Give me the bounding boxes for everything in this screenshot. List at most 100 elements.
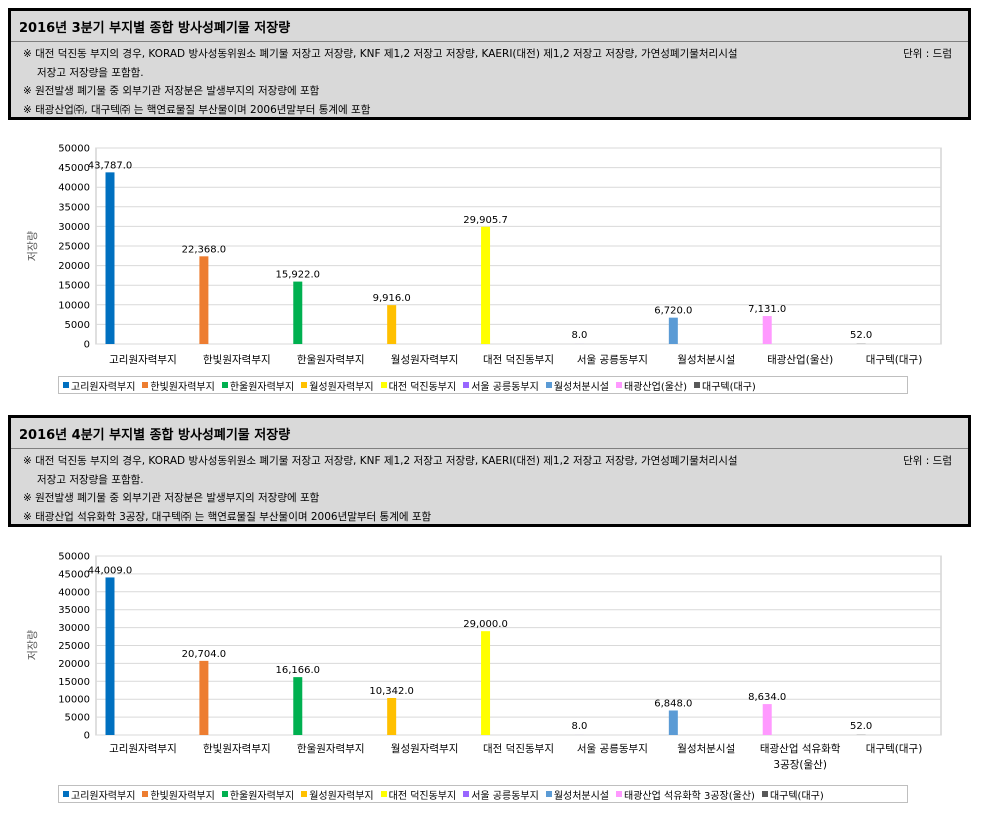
bar-3 [293,677,303,735]
legend-label: 한울원자력부지 [229,790,295,802]
panel-title: 2016년 4분기 부지별 종합 방사성폐기물 저장량 [11,418,968,449]
note-line: ※ 대전 덕진동 부지의 경우, KORAD 방사성동위원소 폐기물 저장고 저… [23,455,738,467]
legend-swatch [301,382,308,388]
note-line: ※ 원전발생 폐기물 중 외부기관 저장분은 발생부지의 저장량에 포함 [23,85,320,97]
legend-item: 한빛원자력부지 [142,787,215,802]
bar-8 [762,316,772,344]
y-axis-label: 저장량 [26,231,39,261]
bar-1 [105,172,115,344]
note-line: 저장고 저장량을 포함함. [37,66,144,79]
legend-label: 대구텍(대구) [702,381,756,393]
x-tick-label: 월성원자력부지 [391,354,459,366]
x-tick-label: 대구텍(대구) [866,354,923,366]
data-label: 16,166.0 [276,665,321,676]
legend-label: 대전 덕진동부지 [388,381,457,393]
legend-label: 태광산업(울산) [624,381,688,393]
y-tick-label: 0 [84,340,90,351]
header-panel-q4: 2016년 4분기 부지별 종합 방사성폐기물 저장량 단위 : 드럼 ※ 대전… [8,415,971,527]
legend-item: 대전 덕진동부지 [380,787,456,802]
legend-label: 한울원자력부지 [229,381,295,393]
legend-label: 한빛원자력부지 [150,381,215,393]
x-tick-label: 고리원자력부지 [109,743,177,755]
y-tick-label: 35000 [58,605,90,616]
y-tick-label: 0 [84,731,90,742]
bar-4 [387,305,397,344]
bar-2 [199,256,209,344]
data-label: 9,916.0 [373,293,411,304]
legend-item: 고리원자력부지 [63,787,135,802]
data-label: 6,848.0 [654,698,692,709]
data-label: 20,704.0 [182,649,227,660]
y-tick-label: 40000 [58,183,90,194]
y-tick-label: 25000 [58,242,90,253]
legend-label: 월성처분시설 [553,790,610,802]
legend-label: 고리원자력부지 [71,790,136,802]
x-tick-label: 고리원자력부지 [109,354,177,366]
x-tick-label: 대전 덕진동부지 [483,354,554,366]
x-tick-label: 태광산업(울산) [767,353,833,366]
x-tick-label: 서울 공릉동부지 [577,354,648,366]
x-tick-label: 월성원자력부지 [391,743,459,755]
y-tick-label: 5000 [65,320,90,331]
data-label: 10,342.0 [369,686,414,697]
legend-label: 월성처분시설 [553,381,610,393]
legend-item: 월성원자력부지 [301,787,374,802]
legend-label: 서울 공릉동부지 [471,381,539,393]
data-label: 8.0 [571,330,587,341]
panel-notes: 단위 : 드럼 ※ 대전 덕진동 부지의 경우, KORAD 방사성동위원소 폐… [11,42,968,121]
legend-swatch [221,382,228,388]
legend-item: 대구텍(대구) [761,787,824,802]
data-label: 8.0 [571,721,587,732]
legend-item: 태광산업(울산) [616,378,687,393]
note-line: ※ 대전 덕진동 부지의 경우, KORAD 방사성동위원소 폐기물 저장고 저… [23,48,738,60]
legend-label: 한빛원자력부지 [150,790,215,802]
chart-legend: 고리원자력부지 한빛원자력부지 한울원자력부지 월성원자력부지 대전 덕진동부지 서울 공… [58,785,908,803]
legend-item: 대구텍(대구) [694,378,756,393]
bar-7 [668,317,678,344]
x-tick-label: 한울원자력부지 [297,354,365,366]
y-tick-label: 20000 [58,261,90,272]
legend-swatch [63,791,69,797]
legend-swatch [761,791,768,797]
x-tick-label: 태광산업 석유화학 [760,742,841,755]
unit-label: 단위 : 드럼 [903,48,952,60]
legend-item: 한울원자력부지 [221,378,295,393]
y-tick-label: 10000 [58,695,90,706]
legend-swatch [380,791,387,797]
x-tick-label: 한빛원자력부지 [203,743,271,755]
note-line: ※ 원전발생 폐기물 중 외부기관 저장분은 발생부지의 저장량에 포함 [23,492,320,504]
x-tick-label: 서울 공릉동부지 [577,743,648,755]
legend-swatch [616,382,623,388]
y-tick-label: 5000 [65,713,90,724]
legend-label: 대구텍(대구) [769,790,824,802]
legend-swatch [380,382,387,388]
legend-item: 한빛원자력부지 [142,378,215,393]
x-tick-label: 3공장(울산) [773,759,827,771]
legend-item: 서울 공릉동부지 [463,378,539,393]
bar-chart-q3: 0 5000 10000 15000 20000 25000 30000 35000 40000… [0,135,981,397]
legend-item: 월성처분시설 [545,378,610,393]
data-label: 15,922.0 [276,270,321,281]
bar-4 [387,697,397,735]
data-label: 52.0 [850,721,872,732]
y-tick-label: 15000 [58,677,90,688]
data-label: 52.0 [850,330,872,341]
legend-label: 서울 공릉동부지 [471,790,539,802]
bar-8 [762,704,772,735]
y-tick-label: 20000 [58,659,90,670]
note-line: ※ 태광산업㈜, 대구텍㈜ 는 핵연료물질 부산물이며 2006년말부터 통계에… [23,103,371,116]
legend-label: 월성원자력부지 [309,381,374,393]
y-tick-label: 30000 [58,222,90,233]
legend-label: 고리원자력부지 [71,381,136,393]
y-tick-label: 35000 [58,202,90,213]
bar-3 [293,281,303,344]
legend-swatch [694,382,701,388]
y-tick-label: 10000 [58,300,90,311]
legend-item: 한울원자력부지 [221,787,295,802]
y-tick-label: 50000 [58,552,90,563]
x-tick-label: 한울원자력부지 [297,743,365,755]
legend-item: 태광산업 석유화학 3공장(울산) [616,787,755,802]
y-tick-label: 30000 [58,623,90,634]
unit-label: 단위 : 드럼 [903,455,952,467]
legend-swatch [221,791,228,797]
